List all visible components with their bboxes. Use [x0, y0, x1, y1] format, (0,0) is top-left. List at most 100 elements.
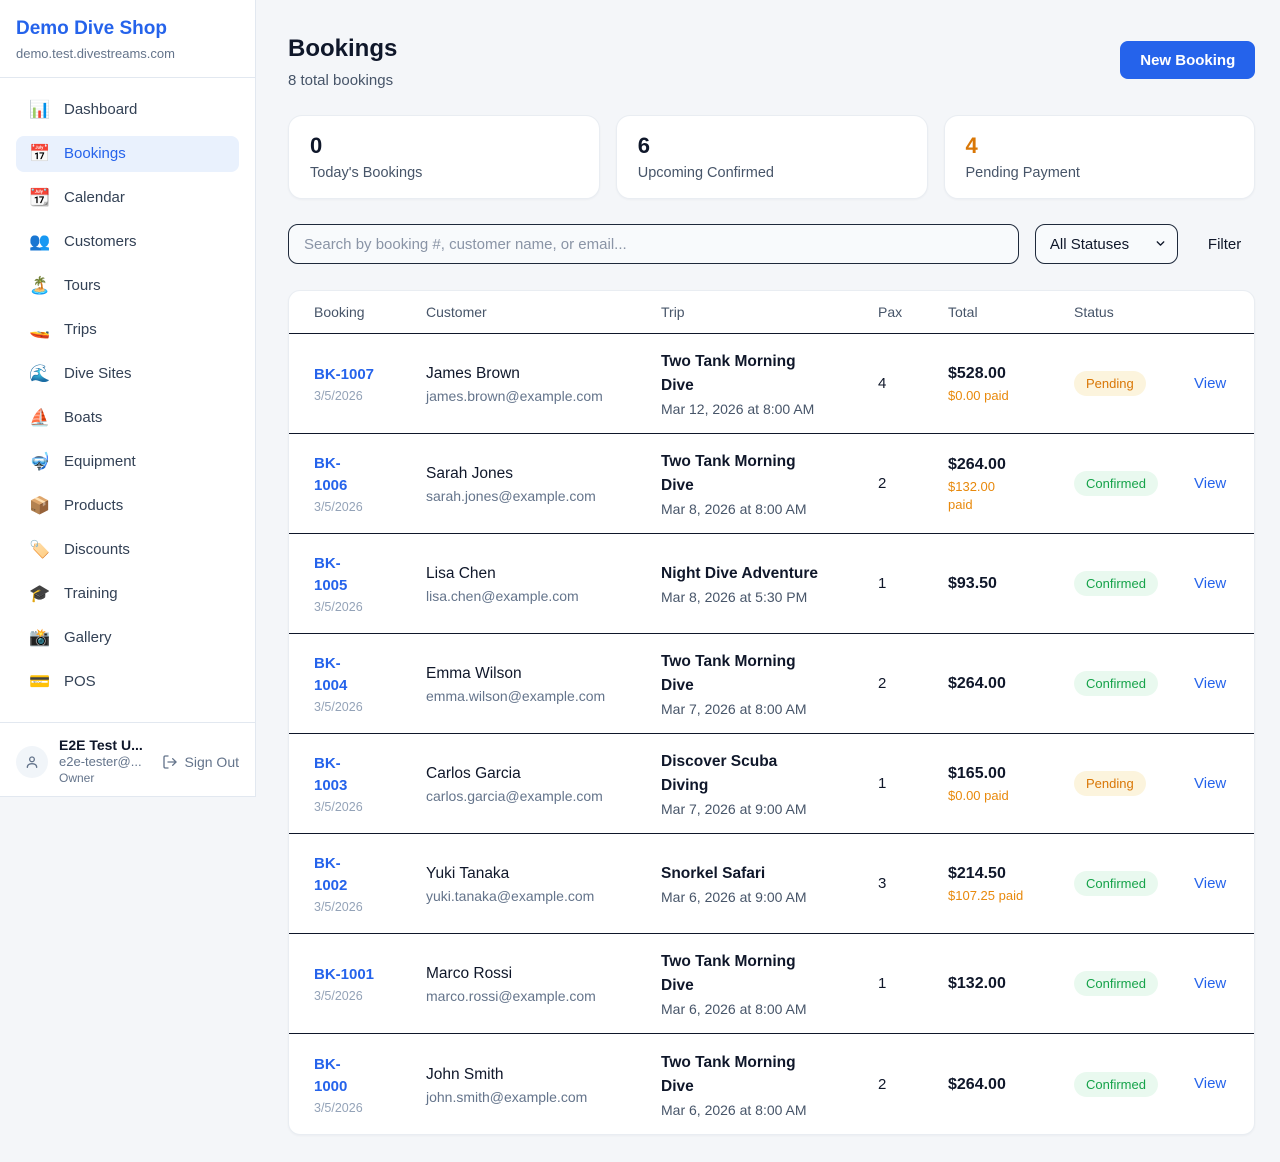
column-header-booking: Booking	[314, 304, 365, 320]
pax-count: 1	[878, 575, 887, 592]
trip-name: Snorkel Safari	[661, 865, 766, 882]
booking-id-link[interactable]: BK- 1005	[314, 555, 348, 594]
booking-date: 3/5/2026	[314, 600, 363, 614]
pax-count: 3	[878, 875, 887, 892]
total-amount: $264.00	[948, 1075, 1006, 1093]
trip-name: Two Tank Morning Dive	[661, 353, 796, 394]
user-footer: E2E Test U... e2e-tester@... Owner Sign …	[0, 722, 255, 800]
customer-email: lisa.chen@example.com	[426, 588, 579, 604]
total-amount: $528.00	[948, 364, 1006, 382]
pos-icon: 💳	[29, 672, 51, 691]
sidebar-item-tours[interactable]: 🏝️ Tours	[29, 276, 101, 295]
column-header-pax: Pax	[878, 304, 903, 320]
view-link[interactable]: View	[1194, 874, 1227, 892]
sidebar-item-training[interactable]: 🎓 Training	[29, 584, 118, 603]
booking-id-link[interactable]: BK- 1002	[314, 855, 348, 894]
table-row: BK- 1003 3/5/2026 Carlos Garcia carlos.g…	[289, 734, 1255, 834]
view-link[interactable]: View	[1194, 774, 1227, 792]
sidebar-item-trips[interactable]: 🚤 Trips	[29, 320, 97, 339]
table-row: BK- 1004 3/5/2026 Emma Wilson emma.wilso…	[289, 634, 1255, 734]
view-link[interactable]: View	[1194, 674, 1227, 692]
table-row: BK- 1002 3/5/2026 Yuki Tanaka yuki.tanak…	[289, 834, 1255, 934]
training-icon: 🎓	[29, 584, 51, 603]
sidebar-item-dive-sites[interactable]: 🌊 Dive Sites	[29, 364, 132, 383]
tours-icon: 🏝️	[29, 276, 51, 295]
trip-datetime: Mar 8, 2026 at 8:00 AM	[661, 501, 807, 517]
sidebar-item-boats[interactable]: ⛵ Boats	[29, 408, 103, 427]
sidebar-item-gallery[interactable]: 📸 Gallery	[29, 628, 112, 647]
table-header-row: Booking Customer Trip Pax Total Status	[289, 291, 1255, 334]
trip-datetime: Mar 7, 2026 at 9:00 AM	[661, 801, 807, 817]
paid-amount: $132.00 paid	[948, 478, 995, 512]
table-row: BK- 1000 3/5/2026 John Smith john.smith@…	[289, 1034, 1254, 1134]
sidebar-nav: 📊 Dashboard 📅 Bookings 📆 Calendar 👥 Cust…	[0, 78, 255, 722]
sidebar-item-products[interactable]: 📦 Products	[29, 496, 124, 515]
dive-sites-icon: 🌊	[29, 364, 51, 383]
sidebar-item-pos[interactable]: 💳 POS	[29, 672, 96, 691]
sidebar-item-calendar[interactable]: 📆 Calendar	[29, 188, 125, 207]
booking-date: 3/5/2026	[314, 800, 363, 814]
pax-count: 1	[878, 775, 887, 792]
status-badge: Confirmed	[1074, 871, 1158, 896]
filter-button[interactable]: Filter	[1194, 236, 1255, 253]
booking-id-link[interactable]: BK-1001	[314, 966, 375, 983]
stat-value: 6	[637, 133, 650, 158]
customer-name: Yuki Tanaka	[426, 865, 510, 882]
trip-name: Night Dive Adventure	[661, 565, 819, 582]
user-meta: E2E Test U... e2e-tester@... Owner	[59, 737, 151, 786]
booking-id-link[interactable]: BK- 1006	[314, 455, 348, 494]
trip-datetime: Mar 12, 2026 at 8:00 AM	[661, 401, 815, 417]
search-input[interactable]	[288, 224, 1019, 264]
customer-email: carlos.garcia@example.com	[426, 788, 603, 804]
filter-row: All Statuses Filter	[288, 224, 1255, 264]
trip-datetime: Mar 6, 2026 at 8:00 AM	[661, 1101, 807, 1118]
sign-out-label: Sign Out	[184, 753, 239, 770]
pax-count: 2	[878, 675, 887, 692]
view-link[interactable]: View	[1194, 574, 1227, 592]
user-role: Owner	[59, 771, 95, 785]
booking-id-link[interactable]: BK- 1003	[314, 755, 348, 794]
customers-icon: 👥	[29, 232, 51, 251]
stat-label: Upcoming Confirmed	[637, 165, 774, 181]
customer-name: Lisa Chen	[426, 565, 496, 582]
sidebar-item-dashboard[interactable]: 📊 Dashboard	[29, 100, 138, 119]
trip-name: Two Tank Morning Dive	[661, 953, 796, 994]
table-row: BK- 1006 3/5/2026 Sarah Jones sarah.jone…	[289, 434, 1255, 534]
sidebar-item-bookings[interactable]: 📅 Bookings	[16, 136, 239, 172]
dashboard-icon: 📊	[29, 100, 51, 119]
sidebar-item-equipment[interactable]: 🤿 Equipment	[29, 452, 136, 471]
booking-id-link[interactable]: BK-1007	[314, 366, 375, 383]
new-booking-button[interactable]: New Booking	[1120, 41, 1256, 79]
trip-name: Two Tank Morning Dive	[661, 453, 796, 494]
status-select[interactable]: All Statuses	[1034, 224, 1178, 264]
pax-count: 1	[878, 975, 887, 992]
view-link[interactable]: View	[1194, 1075, 1227, 1092]
paid-amount: $0.00 paid	[948, 387, 1009, 403]
view-link[interactable]: View	[1194, 474, 1227, 492]
table-row: BK-1001 3/5/2026 Marco Rossi marco.rossi…	[289, 934, 1255, 1034]
total-amount: $132.00	[948, 975, 1006, 992]
booking-date: 3/5/2026	[314, 700, 363, 714]
stats-row: 0 Today's Bookings 6 Upcoming Confirmed …	[288, 115, 1256, 199]
customer-name: John Smith	[426, 1065, 504, 1083]
sign-out-button[interactable]: Sign Out	[162, 754, 239, 770]
view-link[interactable]: View	[1194, 374, 1227, 392]
customer-email: marco.rossi@example.com	[426, 988, 596, 1004]
booking-id-link[interactable]: BK- 1000	[314, 1055, 348, 1095]
sidebar-item-customers[interactable]: 👥 Customers	[29, 232, 137, 251]
trip-name: Two Tank Morning Dive	[661, 1053, 796, 1095]
view-link[interactable]: View	[1194, 974, 1227, 992]
status-select-wrap: All Statuses	[1034, 224, 1178, 264]
customer-email: john.smith@example.com	[426, 1088, 588, 1105]
page-title: Bookings	[288, 35, 398, 62]
total-amount: $214.50	[948, 864, 1006, 882]
pax-count: 4	[878, 375, 887, 392]
stat-card: 6 Upcoming Confirmed	[615, 115, 928, 199]
pax-count: 2	[878, 1075, 887, 1093]
bookings-icon: 📅	[29, 144, 51, 163]
customer-name: James Brown	[426, 365, 520, 382]
booking-id-link[interactable]: BK- 1004	[314, 655, 348, 694]
table-body: BK-1007 3/5/2026 James Brown james.brown…	[289, 334, 1255, 1134]
stat-value: 0	[310, 133, 323, 158]
sidebar-item-discounts[interactable]: 🏷️ Discounts	[29, 540, 130, 559]
